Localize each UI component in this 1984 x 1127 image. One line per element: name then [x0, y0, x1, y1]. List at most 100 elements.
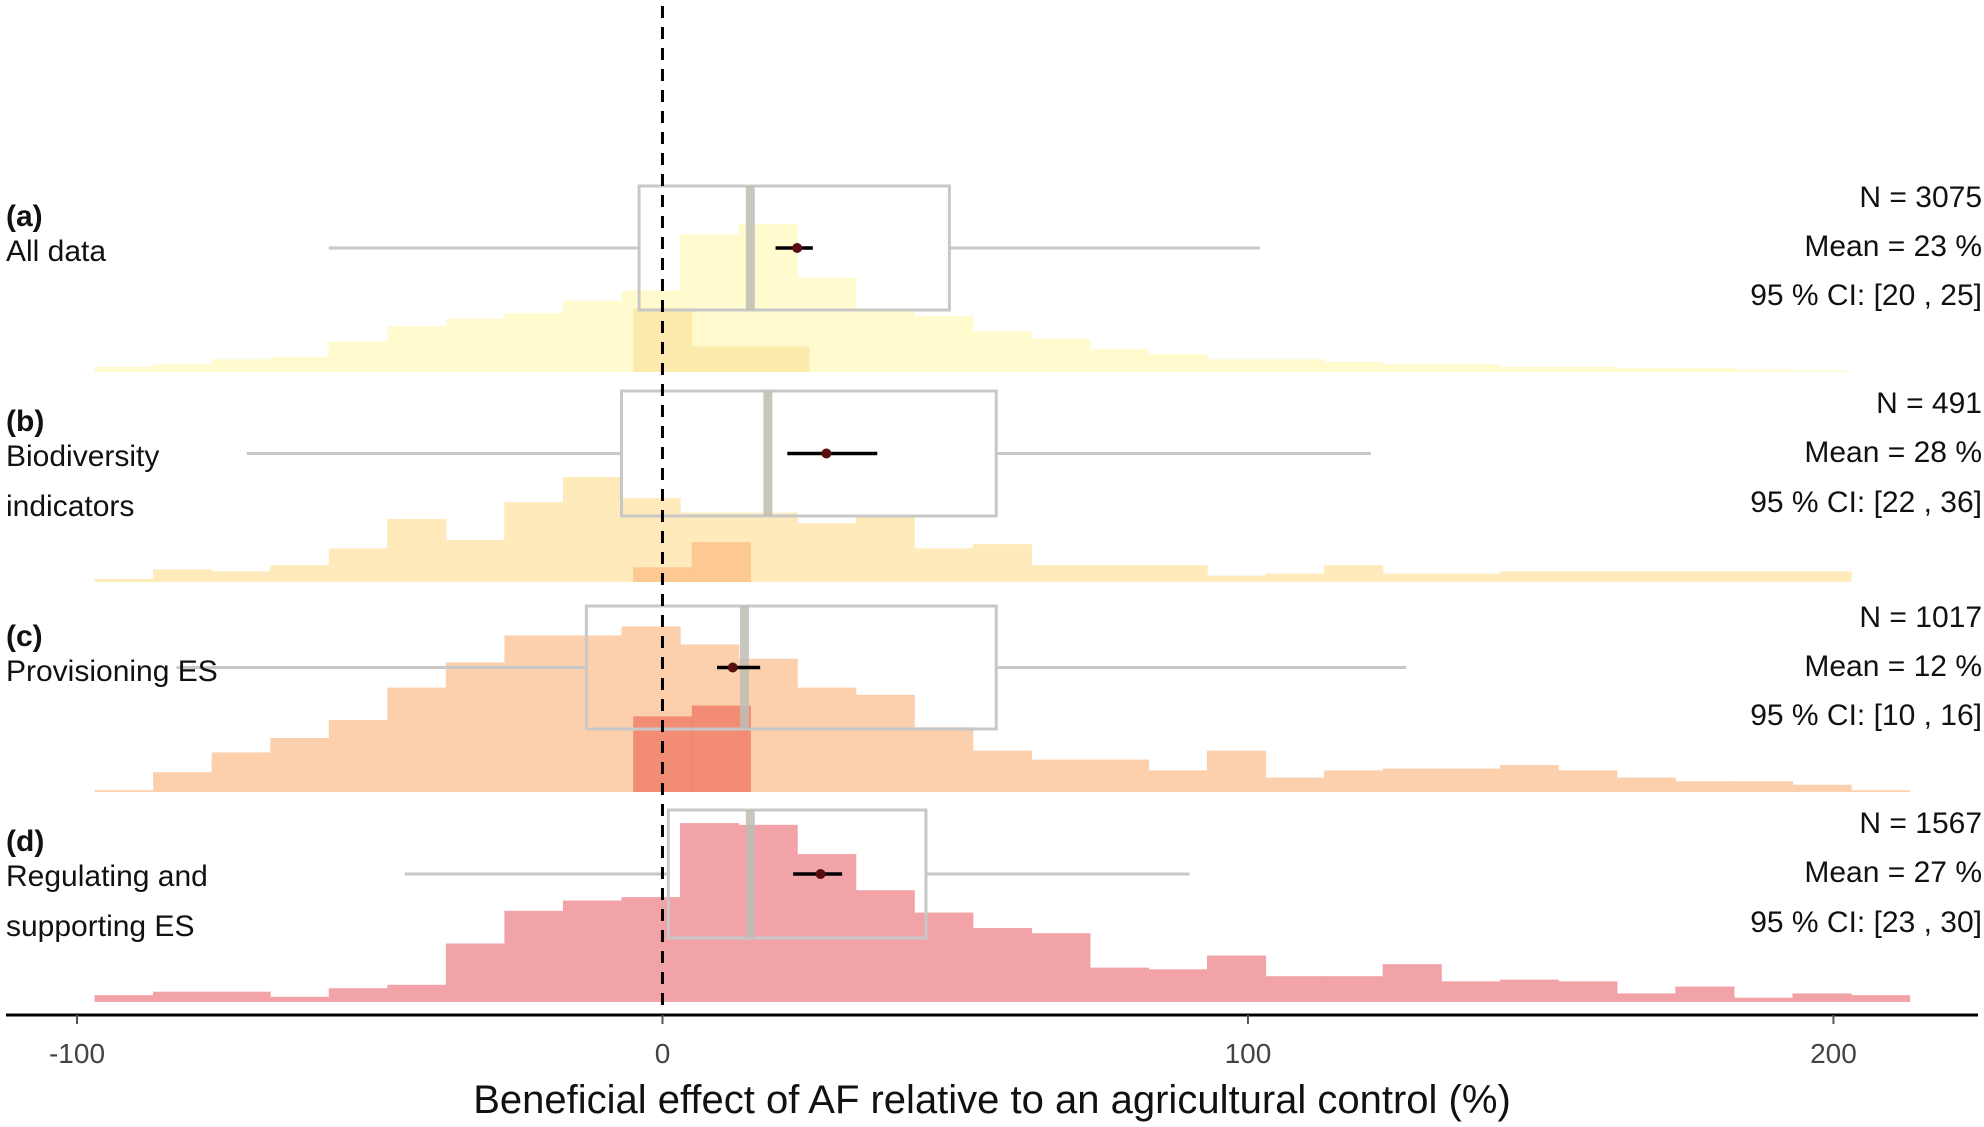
histogram-bar — [1733, 997, 1794, 1002]
histogram-bar — [1616, 571, 1676, 582]
histogram-bar — [1206, 575, 1267, 582]
histogram-bar — [328, 720, 388, 792]
panel-letter: (a) — [6, 200, 43, 233]
histogram-bar — [855, 890, 915, 1002]
panel-letter: (c) — [6, 620, 43, 653]
histogram-bar — [855, 516, 915, 582]
histogram-inner-bar — [691, 346, 810, 372]
panel-stat-ci: 95 % CI: [20 , 25] — [1750, 279, 1982, 312]
histogram-bar — [1206, 359, 1267, 372]
histogram-bar — [1558, 571, 1618, 582]
histogram-bar — [1675, 986, 1735, 1002]
histogram-bar — [1089, 565, 1150, 582]
histogram-bar — [328, 341, 388, 372]
mean-ci-layer — [717, 243, 878, 879]
histogram-bar — [270, 738, 330, 792]
histogram-bar — [445, 943, 505, 1002]
panel-stat-n: N = 491 — [1876, 387, 1982, 420]
histogram-bar — [562, 477, 623, 582]
histogram-bar — [621, 897, 681, 1002]
histogram-bar — [1031, 565, 1091, 582]
histogram-bar — [211, 752, 271, 792]
histogram-bar — [270, 565, 330, 582]
panel-label-line: Biodiversity — [6, 440, 159, 473]
histogram-bar — [153, 772, 213, 792]
histogram-bar — [1031, 933, 1091, 1002]
histogram-bar — [1499, 571, 1559, 582]
histogram-bar — [1382, 964, 1442, 1002]
histogram-bar — [387, 687, 447, 792]
histogram-bar — [972, 331, 1032, 372]
histogram-bar — [94, 366, 154, 372]
histogram-bar — [1265, 777, 1325, 792]
histogram-bar — [1558, 366, 1618, 372]
histogram-bar — [972, 544, 1032, 582]
panel-stat-mean: Mean = 12 % — [1804, 650, 1982, 683]
histogram-bar — [972, 750, 1032, 792]
histogram-bar — [1441, 573, 1501, 582]
histogram-bar — [1089, 759, 1150, 792]
histogram-bar — [1265, 359, 1325, 372]
histogram-bar — [1382, 768, 1442, 792]
histogram-bar — [328, 988, 388, 1002]
panel-stat-mean: Mean = 27 % — [1804, 856, 1982, 889]
histogram-bar — [1792, 993, 1852, 1002]
boxplot-box — [637, 184, 951, 312]
histogram-bar — [387, 326, 447, 372]
histogram-bar — [153, 991, 213, 1002]
histogram-bar — [445, 318, 505, 372]
panel-label-line: supporting ES — [6, 910, 194, 943]
panel-stat-n: N = 1017 — [1859, 601, 1982, 634]
histogram-bar — [1324, 770, 1384, 792]
histogram-bar — [1089, 349, 1150, 372]
histogram-bar — [1558, 981, 1618, 1002]
panel-letter: (d) — [6, 825, 44, 858]
histogram-bar — [1382, 364, 1442, 372]
histogram-bar — [270, 996, 330, 1002]
histogram-bar — [1324, 976, 1384, 1002]
histogram-bar — [1499, 979, 1559, 1002]
histogram-bar — [1265, 573, 1325, 582]
histogram-bar — [153, 364, 213, 372]
panel-label-line: indicators — [6, 490, 134, 523]
histogram-bar — [1733, 571, 1794, 582]
histogram-bar — [1499, 765, 1559, 792]
histogram-bar — [1733, 781, 1794, 792]
histogram-bar — [153, 569, 213, 582]
histogram-bar — [1616, 777, 1676, 792]
histogram-bar — [1206, 955, 1267, 1002]
histogram-bar — [387, 519, 447, 582]
histogram-bar — [1148, 354, 1208, 372]
mean-point — [792, 243, 803, 253]
histogram-bar — [504, 502, 564, 582]
histogram-bar — [1324, 361, 1384, 372]
histogram-bar — [914, 912, 974, 1002]
histogram-bar — [1851, 790, 1911, 792]
histogram-bar — [1031, 759, 1091, 792]
mean-point — [815, 869, 826, 879]
histogram-bar — [1441, 981, 1501, 1002]
histogram-bar — [1558, 770, 1618, 792]
panel-stat-mean: Mean = 23 % — [1804, 230, 1982, 263]
histogram-bar — [1675, 571, 1735, 582]
histogram-bar — [1441, 768, 1501, 792]
x-tick-label: 0 — [655, 1038, 671, 1069]
histogram-bar — [562, 900, 623, 1002]
histogram-bar — [1206, 750, 1267, 792]
panel-stat-n: N = 3075 — [1859, 181, 1982, 214]
histogram-bar — [855, 694, 915, 792]
panel-stat-n: N = 1567 — [1859, 807, 1982, 840]
histogram-bar — [211, 359, 271, 372]
histogram-bar — [1792, 784, 1852, 792]
histogram-bar — [914, 727, 974, 792]
histogram-bar — [914, 548, 974, 582]
boxplot-box — [666, 808, 928, 940]
histogram-bar — [1616, 368, 1676, 372]
panel-letter: (b) — [6, 405, 44, 438]
histogram-bar — [1382, 573, 1442, 582]
histogram-bar — [562, 300, 623, 372]
histogram-bar — [1792, 571, 1852, 582]
histogram-bar — [1089, 967, 1150, 1002]
panel-stat-ci: 95 % CI: [23 , 30] — [1750, 906, 1982, 939]
x-tick-label: -100 — [49, 1038, 105, 1069]
